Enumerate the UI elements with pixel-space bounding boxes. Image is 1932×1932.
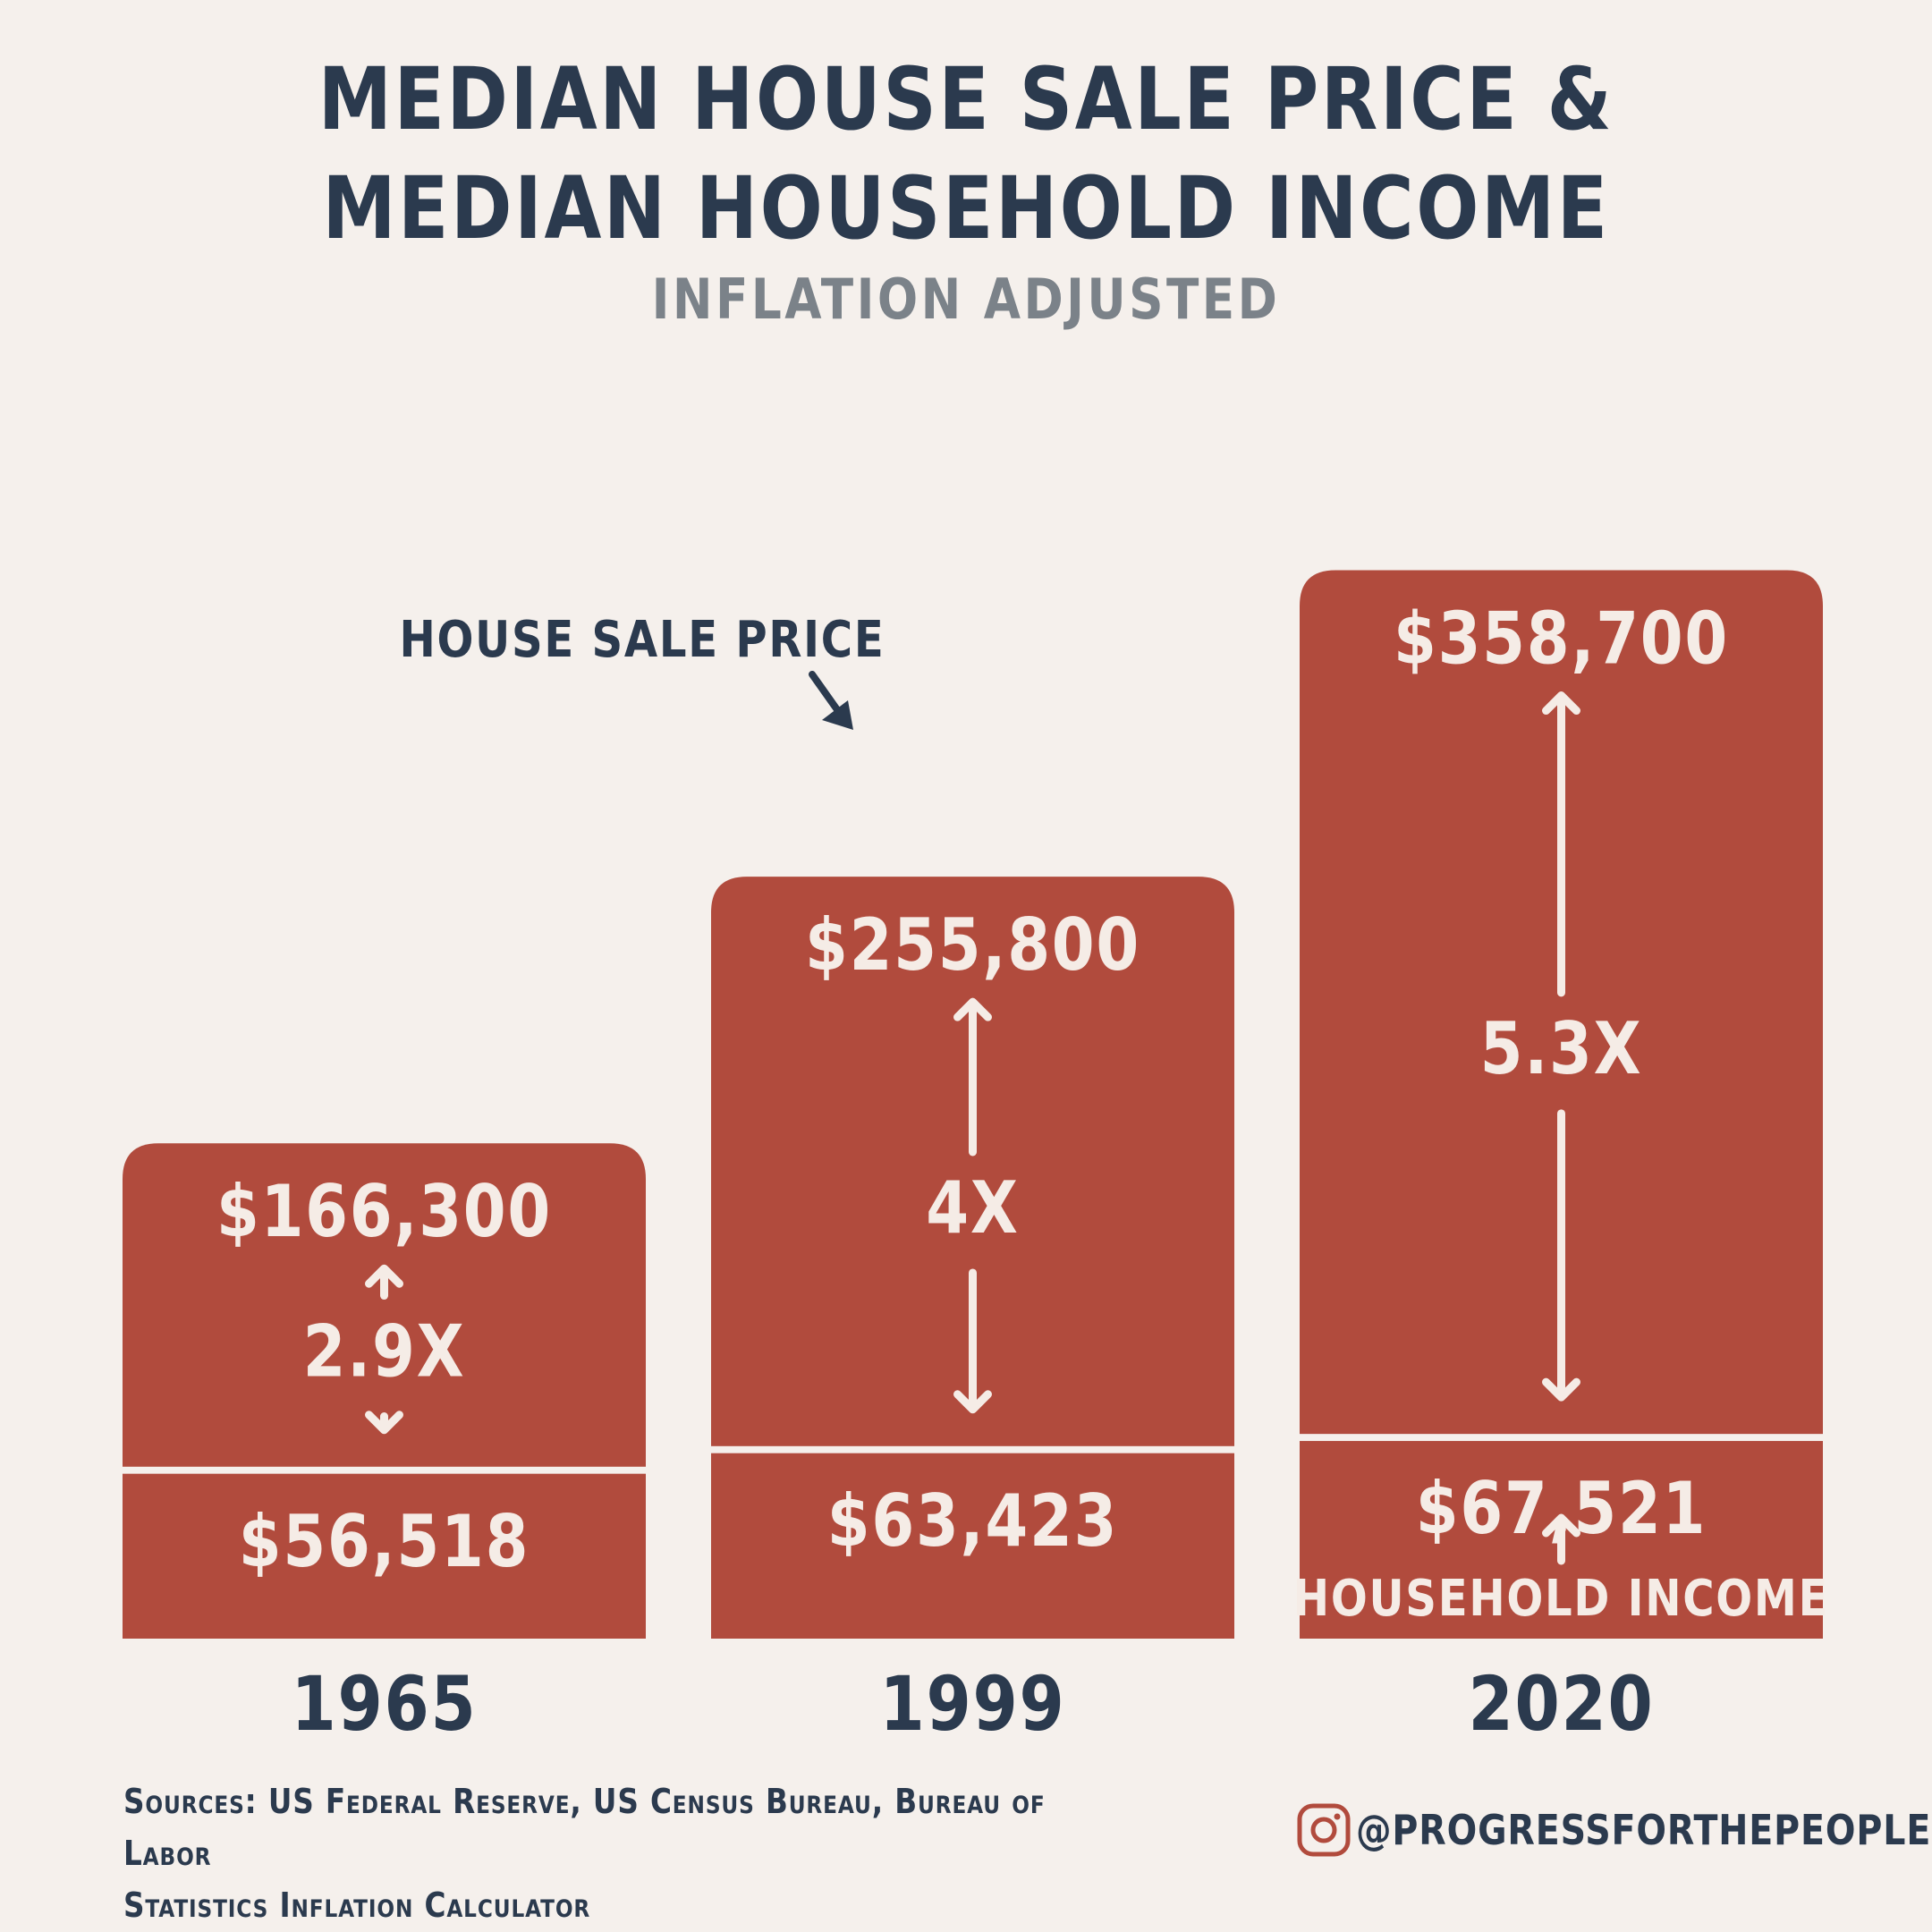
social-handle[interactable]: @PROGRESSFORTHEPEOPLE	[1297, 1803, 1932, 1857]
instagram-icon	[1297, 1803, 1351, 1857]
category-label: 1965	[292, 1661, 478, 1749]
income-annotation-arrow	[1542, 1513, 1580, 1565]
up-arrow	[1542, 691, 1580, 997]
house-price-bar	[1300, 570, 1823, 1639]
income-annotation: HOUSEHOLD INCOME	[1293, 1571, 1829, 1628]
category-label: 2020	[1469, 1661, 1655, 1749]
income-bar	[711, 1453, 1234, 1639]
house-price-label: $166,300	[216, 1170, 552, 1253]
down-arrow	[1542, 1109, 1580, 1402]
income-divider	[711, 1445, 1234, 1453]
ratio-label: 2.9X	[303, 1310, 466, 1394]
sources-line-2: Statistics Inflation Calculator	[123, 1885, 591, 1925]
income-label: $63,423	[827, 1479, 1118, 1563]
house-price-label: $358,700	[1394, 597, 1729, 681]
down-arrow	[365, 1411, 403, 1435]
ratio-label: 5.3X	[1480, 1007, 1643, 1090]
up-arrow	[365, 1264, 403, 1301]
annotation-arrow	[809, 671, 853, 730]
up-arrow	[953, 997, 992, 1157]
chart-title-text: MEDIAN HOUSE SALE PRICE & MEDIAN HOUSEHO…	[318, 49, 1614, 258]
sources-line-1: Sources: US Federal Reserve, US Census B…	[123, 1782, 1046, 1873]
handle-text: @PROGRESSFORTHEPEOPLE	[1356, 1806, 1932, 1854]
ratio-label: 4X	[926, 1166, 1019, 1250]
chart-subtitle: INFLATION ADJUSTED	[651, 267, 1281, 332]
income-bar	[123, 1473, 646, 1639]
income-divider	[123, 1466, 646, 1474]
sources-note: Sources: US Federal Reserve, US Census B…	[123, 1775, 1123, 1931]
house-price-annotation: HOUSE SALE PRICE	[399, 612, 885, 669]
income-divider	[1300, 1434, 1823, 1442]
down-arrow	[953, 1268, 992, 1414]
income-label: $56,518	[239, 1500, 530, 1583]
chart-title: MEDIAN HOUSE SALE PRICE & MEDIAN HOUSEHO…	[135, 45, 1797, 263]
category-label: 1999	[880, 1661, 1066, 1749]
house-price-label: $255,800	[805, 903, 1140, 987]
